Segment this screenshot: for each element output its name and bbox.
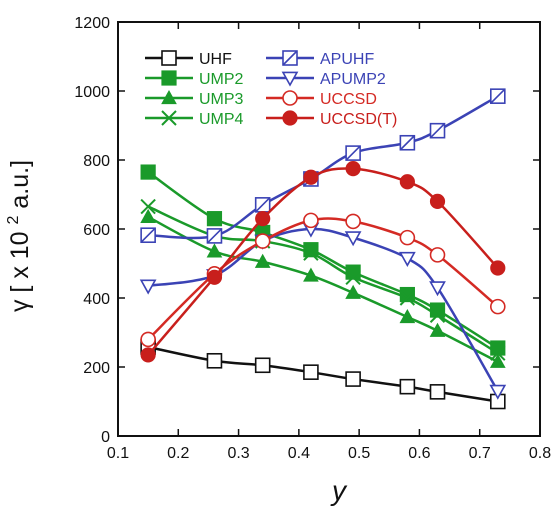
series-apump2 xyxy=(141,223,505,398)
data-point-uhf xyxy=(400,380,414,394)
series-ump3 xyxy=(141,210,505,367)
data-point-uccsd xyxy=(346,214,360,228)
data-point-apuhf xyxy=(256,198,270,212)
legend: UHF UMP2 UMP3 UMP4 APUHF APUMP2 UCCSD UCCSD(T) xyxy=(145,51,397,128)
data-point-uccsd-t xyxy=(431,194,445,208)
legend-item-uccsd-t: UCCSD(T) xyxy=(266,111,397,128)
data-point-ump2 xyxy=(207,212,221,226)
y-axis-exponent: 2 xyxy=(5,215,22,224)
y-axis-label: γ [ x 10 2 a.u.] xyxy=(0,160,34,312)
legend-label: UCCSD xyxy=(320,91,377,108)
y-tick-label: 1200 xyxy=(74,15,110,32)
data-point-apuhf xyxy=(141,228,155,242)
data-point-ump3 xyxy=(207,244,221,257)
legend-label: UHF xyxy=(199,51,232,68)
data-point-uccsd-t xyxy=(400,175,414,189)
legend-label: UMP4 xyxy=(199,111,244,128)
data-point-uccsd-t xyxy=(256,212,270,226)
data-point-ump3 xyxy=(346,286,360,299)
data-point-uccsd xyxy=(431,248,445,262)
y-tick-label: 1000 xyxy=(74,84,110,101)
y-tick-label: 200 xyxy=(83,360,110,377)
data-point-uccsd-t xyxy=(346,162,360,176)
data-point-uccsd xyxy=(141,332,155,346)
y-axis-prefix: [ x 10 xyxy=(6,231,34,292)
data-point-uhf xyxy=(304,365,318,379)
data-point-uccsd-t xyxy=(141,348,155,362)
legend-item-uccsd: UCCSD xyxy=(266,91,377,108)
data-point-apuhf xyxy=(207,229,221,243)
legend-item-ump2: UMP2 xyxy=(145,71,244,88)
data-point-apuhf xyxy=(400,136,414,150)
y-tick-label: 400 xyxy=(83,291,110,308)
legend-marker xyxy=(162,71,176,85)
data-point-uccsd xyxy=(491,300,505,314)
data-point-apump2 xyxy=(141,280,155,293)
legend-marker xyxy=(162,51,176,65)
legend-marker xyxy=(283,51,297,65)
data-point-uccsd-t xyxy=(491,261,505,275)
legend-item-ump4: UMP4 xyxy=(145,111,244,128)
series-line-uhf xyxy=(148,347,498,402)
series-uccsd-t xyxy=(141,162,505,362)
data-point-apuhf xyxy=(431,124,445,138)
x-tick-label: 0.3 xyxy=(227,445,249,462)
legend-label: UMP2 xyxy=(199,71,244,88)
legend-marker xyxy=(283,111,297,125)
y-tick-label: 800 xyxy=(83,153,110,170)
x-axis: 0.1 0.2 0.3 0.4 0.5 0.6 0.7 0.8 xyxy=(107,22,551,462)
legend-item-apump2: APUMP2 xyxy=(266,71,386,88)
data-point-uccsd-t xyxy=(207,270,221,284)
x-tick-label: 0.6 xyxy=(408,445,430,462)
data-point-uccsd xyxy=(256,234,270,248)
data-point-ump3 xyxy=(431,324,445,337)
data-point-uhf xyxy=(431,385,445,399)
x-tick-label: 0.1 xyxy=(107,445,129,462)
x-tick-label: 0.5 xyxy=(348,445,370,462)
x-axis-label: y xyxy=(330,475,348,506)
data-point-uccsd xyxy=(400,231,414,245)
series-uhf xyxy=(141,340,505,409)
y-tick-label: 0 xyxy=(101,429,110,446)
y-axis-symbol: γ xyxy=(6,299,34,312)
legend-item-apuhf: APUHF xyxy=(266,51,374,68)
data-point-uhf xyxy=(256,358,270,372)
series-layer xyxy=(141,89,505,408)
data-point-apuhf xyxy=(491,89,505,103)
data-point-uhf xyxy=(346,372,360,386)
x-tick-label: 0.4 xyxy=(288,445,310,462)
series-line-apump2 xyxy=(148,229,498,391)
x-tick-label: 0.8 xyxy=(529,445,551,462)
data-point-apump2 xyxy=(431,282,445,295)
legend-label: UMP3 xyxy=(199,91,244,108)
y-axis-suffix: a.u.] xyxy=(6,160,34,209)
data-point-apump2 xyxy=(400,253,414,266)
legend-item-ump3: UMP3 xyxy=(145,91,244,108)
data-point-uccsd xyxy=(304,213,318,227)
legend-item-uhf: UHF xyxy=(145,51,232,68)
legend-label: APUHF xyxy=(320,51,374,68)
legend-marker xyxy=(283,91,297,105)
data-point-uccsd-t xyxy=(304,170,318,184)
x-tick-label: 0.7 xyxy=(469,445,491,462)
x-tick-label: 0.2 xyxy=(167,445,189,462)
data-point-ump2 xyxy=(141,165,155,179)
legend-label: APUMP2 xyxy=(320,71,386,88)
legend-label: UCCSD(T) xyxy=(320,111,397,128)
data-point-ump3 xyxy=(400,310,414,323)
y-tick-label: 600 xyxy=(83,222,110,239)
data-point-apuhf xyxy=(346,146,360,160)
data-point-uhf xyxy=(207,354,221,368)
